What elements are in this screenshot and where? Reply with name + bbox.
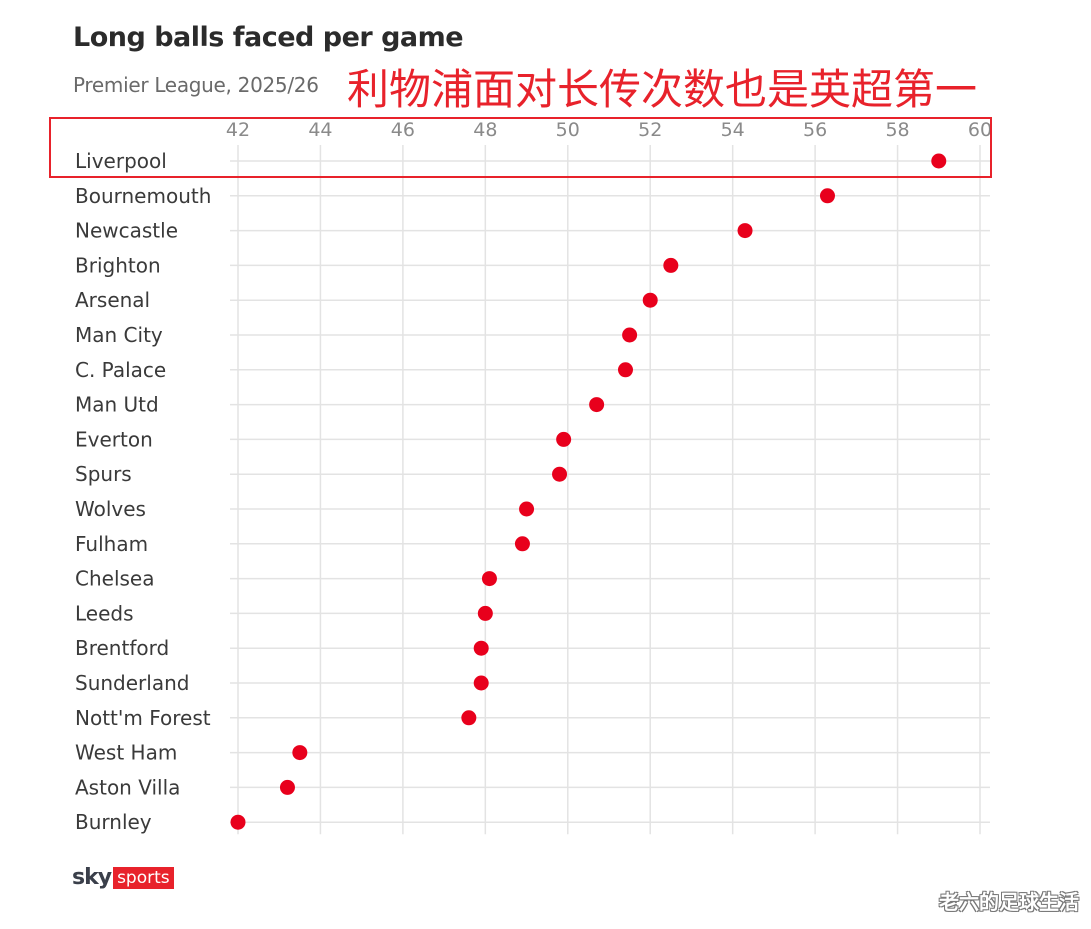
team-label: Leeds (75, 601, 134, 625)
data-point (279, 779, 295, 795)
data-point (663, 257, 679, 273)
team-label: Aston Villa (75, 775, 180, 799)
x-tick-label: 58 (885, 119, 909, 141)
data-point (737, 223, 753, 239)
chart-subtitle: Premier League, 2025/26 (73, 73, 319, 97)
team-label: Everton (75, 427, 153, 451)
annotation-text: 利物浦面对长传次数也是英超第一 (347, 65, 978, 114)
data-point (642, 292, 658, 308)
team-label: Arsenal (75, 288, 150, 312)
data-point (931, 153, 947, 169)
team-label: Brighton (75, 253, 161, 277)
team-label: Fulham (75, 532, 148, 556)
team-label: Chelsea (75, 567, 154, 591)
x-tick-label: 48 (473, 119, 497, 141)
team-label: C. Palace (75, 358, 166, 382)
team-label: Sunderland (75, 671, 189, 695)
team-label: Nott'm Forest (75, 706, 211, 730)
data-point (477, 605, 493, 621)
x-tick-label: 44 (308, 119, 332, 141)
x-tick-label: 60 (968, 119, 992, 141)
team-label: Bournemouth (75, 184, 211, 208)
team-label: West Ham (75, 741, 177, 765)
data-point (292, 745, 308, 761)
data-point (556, 431, 572, 447)
team-label: Wolves (75, 497, 146, 521)
chart-title: Long balls faced per game (73, 22, 464, 53)
team-label: Man Utd (75, 393, 159, 417)
team-label: Spurs (75, 462, 132, 486)
sky-sports-logo: sky sports (72, 866, 174, 890)
data-point (473, 640, 489, 656)
watermark: 老六的足球生活 (939, 890, 1079, 914)
data-point (461, 710, 477, 726)
team-label: Newcastle (75, 219, 178, 243)
team-label: Burnley (75, 810, 152, 834)
data-point (519, 501, 535, 517)
x-tick-label: 42 (226, 119, 250, 141)
data-point (617, 362, 633, 378)
data-point (514, 536, 530, 552)
data-point (552, 466, 568, 482)
logo-sky-text: sky (72, 865, 112, 890)
team-label: Man City (75, 323, 163, 347)
team-label: Liverpool (75, 149, 167, 173)
x-tick-label: 54 (721, 119, 745, 141)
data-point (481, 571, 497, 587)
data-point (230, 814, 246, 830)
x-tick-label: 56 (803, 119, 827, 141)
x-tick-label: 46 (391, 119, 415, 141)
data-point (622, 327, 638, 343)
x-tick-label: 50 (556, 119, 580, 141)
x-tick-label: 52 (638, 119, 662, 141)
logo-sports-text: sports (113, 867, 174, 889)
data-point (473, 675, 489, 691)
data-point (589, 397, 605, 413)
data-point (819, 188, 835, 204)
liverpool-highlight-box (49, 117, 992, 178)
team-label: Brentford (75, 636, 169, 660)
